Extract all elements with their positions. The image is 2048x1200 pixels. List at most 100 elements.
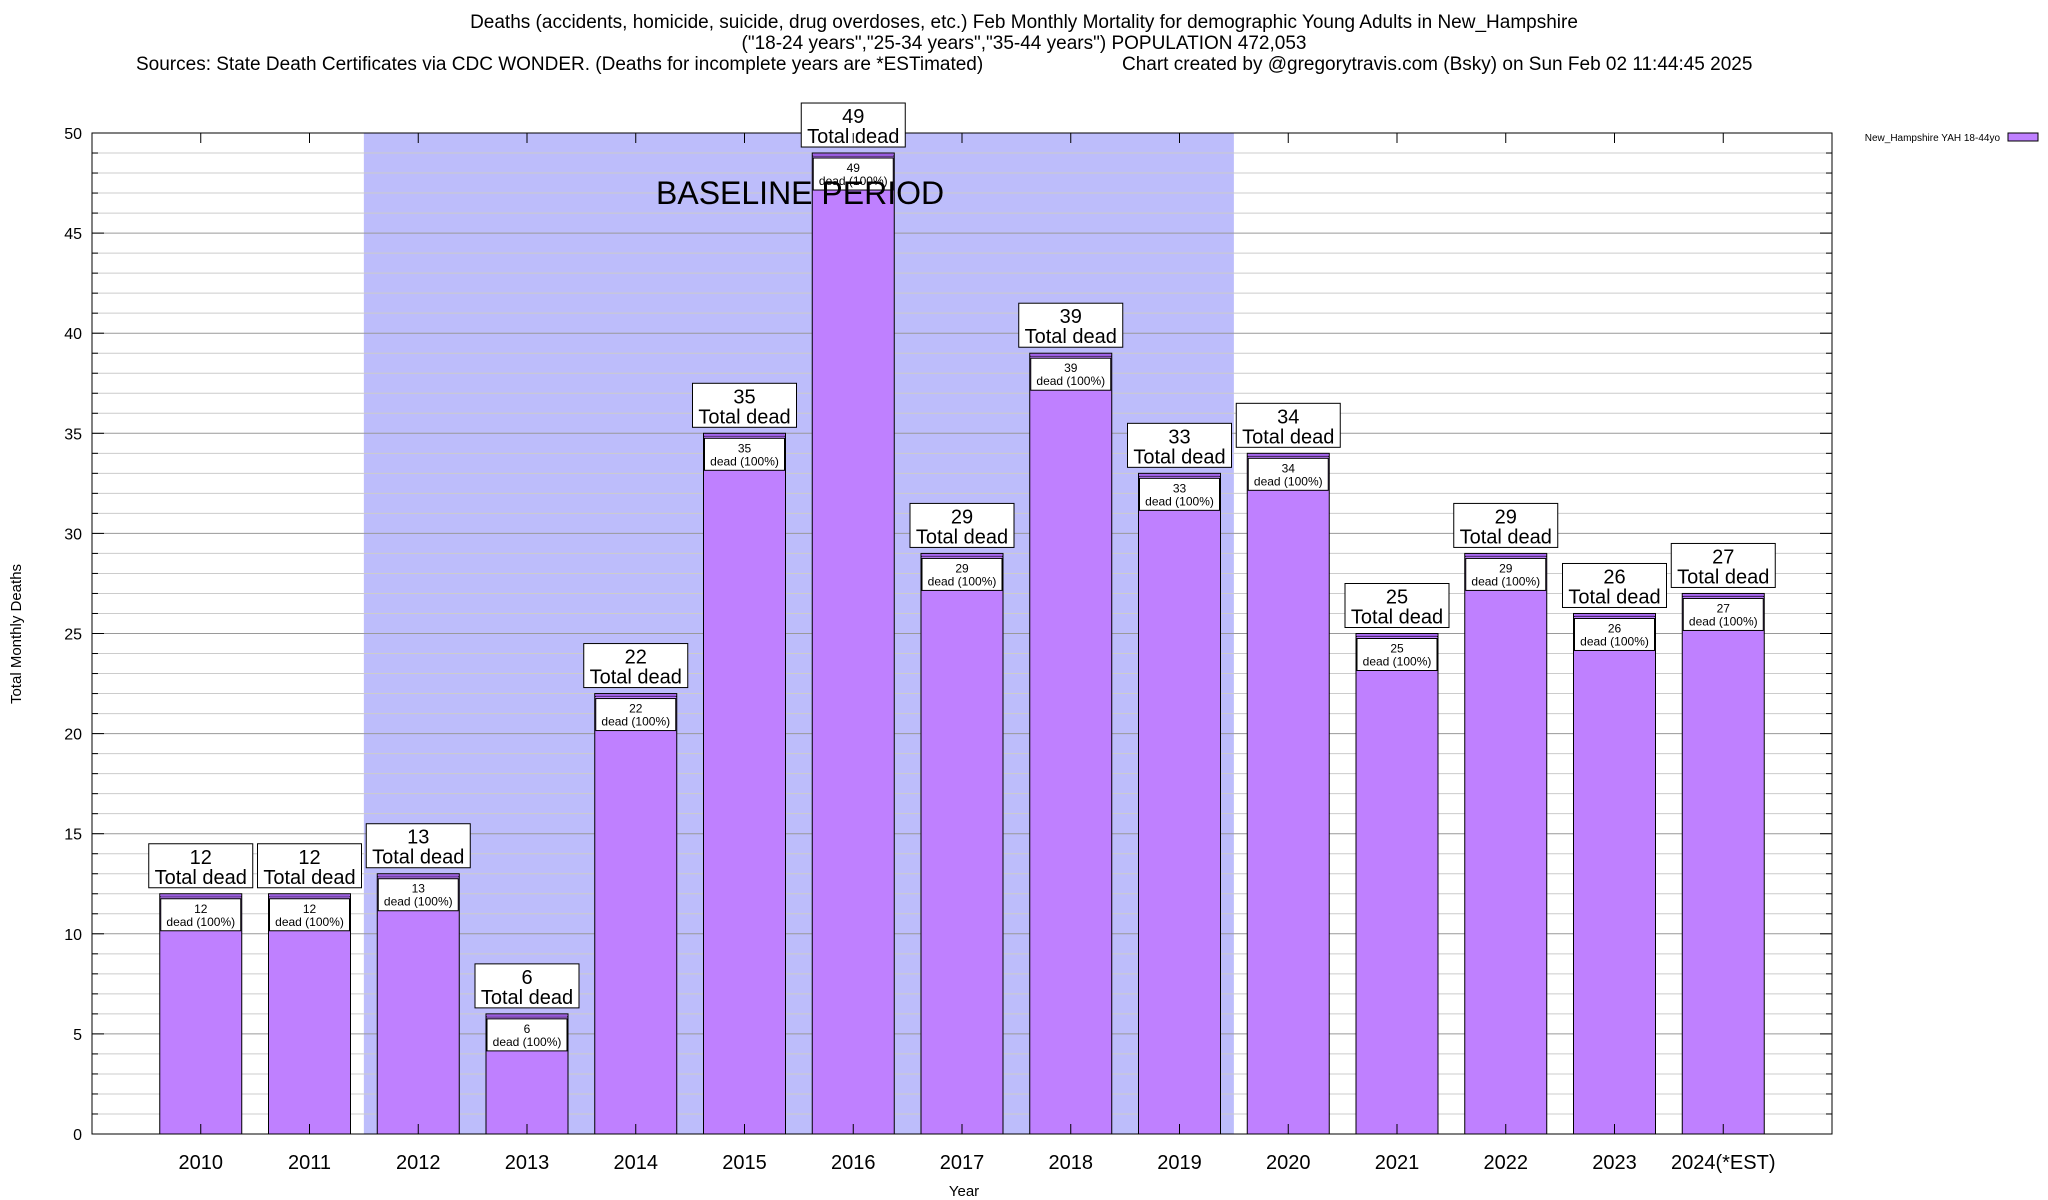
total-label-value: 12 [298, 847, 320, 869]
bar [1029, 352, 1113, 1135]
inner-label-box [1247, 457, 1329, 491]
inner-label-box [704, 437, 785, 471]
total-label-text: Total dead [1133, 446, 1225, 468]
inner-label-text: dead (100%) [710, 454, 779, 468]
inner-label-text: dead (100%) [493, 1035, 562, 1049]
total-label-value: 34 [1277, 406, 1299, 428]
x-tick-label: 2014 [614, 1152, 659, 1174]
inner-label-text: dead (100%) [601, 715, 670, 729]
total-label-value: 29 [1495, 506, 1517, 528]
legend-label: New_Hampshire YAH 18-44yo [1865, 133, 2001, 144]
bar-cap [1030, 354, 1111, 357]
bar-cap [1248, 454, 1329, 457]
bar [376, 873, 460, 1135]
x-tick-label: 2018 [1049, 1152, 1094, 1174]
inner-label-value: 33 [1173, 481, 1187, 495]
total-label-box [692, 382, 797, 428]
y-axis-label: Total Monthly Deaths [8, 564, 25, 704]
inner-label-box [1139, 477, 1220, 511]
y-tick-label: 0 [73, 1127, 82, 1144]
x-tick-label: 2017 [940, 1152, 985, 1174]
inner-label-value: 13 [412, 882, 426, 896]
inner-label-box [921, 557, 1003, 591]
inner-label-value: 27 [1717, 601, 1731, 615]
total-label-value: 49 [842, 106, 864, 128]
inner-label-text: dead (100%) [928, 574, 997, 588]
total-label-text: Total dead [698, 406, 790, 428]
chart-subtitle: ("18-24 years","25-34 years","35-44 year… [741, 33, 1307, 54]
total-label-box [1018, 302, 1124, 348]
x-tick-label: 2012 [396, 1152, 441, 1174]
total-label-text: Total dead [1025, 326, 1117, 348]
inner-label-text: dead (100%) [275, 915, 344, 929]
bar-cap [1683, 594, 1764, 597]
total-label-box [1453, 502, 1559, 548]
inner-label-box [160, 898, 242, 932]
inner-label-box [486, 1018, 568, 1052]
inner-label-value: 26 [1608, 621, 1622, 635]
bar-cap [1574, 614, 1655, 617]
total-label-value: 13 [407, 827, 429, 849]
chart-sources: Sources: State Death Certificates via CD… [136, 54, 984, 75]
total-label-value: 12 [190, 847, 212, 869]
total-label-text: Total dead [590, 667, 682, 689]
inner-label-value: 12 [303, 902, 317, 916]
inner-label-box [1682, 597, 1764, 631]
total-label-box [1670, 542, 1776, 588]
total-label-value: 26 [1603, 566, 1625, 588]
total-label-text: Total dead [1351, 607, 1443, 629]
inner-label-box [1465, 557, 1547, 591]
inner-label-text: dead (100%) [1689, 614, 1758, 628]
bar-cap [378, 874, 459, 877]
total-label-value: 33 [1168, 426, 1190, 448]
inner-label-text: dead (100%) [819, 174, 888, 188]
inner-label-value: 35 [738, 441, 752, 455]
inner-label-box [377, 878, 459, 912]
total-label-box [148, 843, 254, 889]
bar [1573, 612, 1656, 1135]
total-label-text: Total dead [916, 526, 1008, 548]
total-label-text: Total dead [1568, 586, 1660, 608]
bar [1464, 552, 1548, 1135]
inner-label-box [812, 157, 894, 191]
bar [594, 693, 678, 1135]
x-tick-label: 2011 [288, 1152, 331, 1174]
total-label-box [1127, 422, 1232, 468]
total-label-box [474, 963, 580, 1009]
y-tick-label: 15 [64, 827, 82, 844]
bar-cap [1357, 634, 1437, 637]
y-tick-label: 45 [64, 226, 82, 243]
total-label-box [1235, 402, 1341, 448]
inner-label-value: 12 [194, 902, 208, 916]
x-tick-label: 2023 [1592, 1152, 1637, 1174]
x-tick-label: 2016 [831, 1152, 876, 1174]
total-label-value: 6 [521, 967, 532, 989]
total-label-text: Total dead [372, 847, 464, 869]
inner-label-box [1574, 617, 1655, 651]
bar-cap [595, 694, 676, 697]
total-label-text: Total dead [1677, 566, 1769, 588]
bar [1355, 633, 1439, 1135]
bar-cap [269, 894, 350, 897]
total-label-box [257, 843, 362, 889]
total-label-text: Total dead [263, 867, 355, 889]
inner-label-text: dead (100%) [166, 915, 235, 929]
x-tick-label: 2021 [1375, 1152, 1420, 1174]
y-tick-label: 30 [64, 526, 82, 543]
y-tick-label: 10 [64, 927, 82, 944]
x-tick-label: 2013 [505, 1152, 550, 1174]
bar-cap [487, 1014, 567, 1017]
y-tick-label: 40 [64, 326, 82, 343]
inner-label-value: 6 [524, 1022, 531, 1036]
y-tick-label: 50 [64, 126, 82, 143]
bar-cap [813, 154, 894, 157]
inner-label-value: 39 [1064, 361, 1078, 375]
total-label-text: Total dead [1242, 426, 1334, 448]
y-tick-label: 5 [73, 1027, 82, 1044]
total-label-value: 39 [1060, 306, 1082, 328]
bar [811, 152, 895, 1135]
baseline-label: BASELINE PERIOD [656, 175, 944, 211]
